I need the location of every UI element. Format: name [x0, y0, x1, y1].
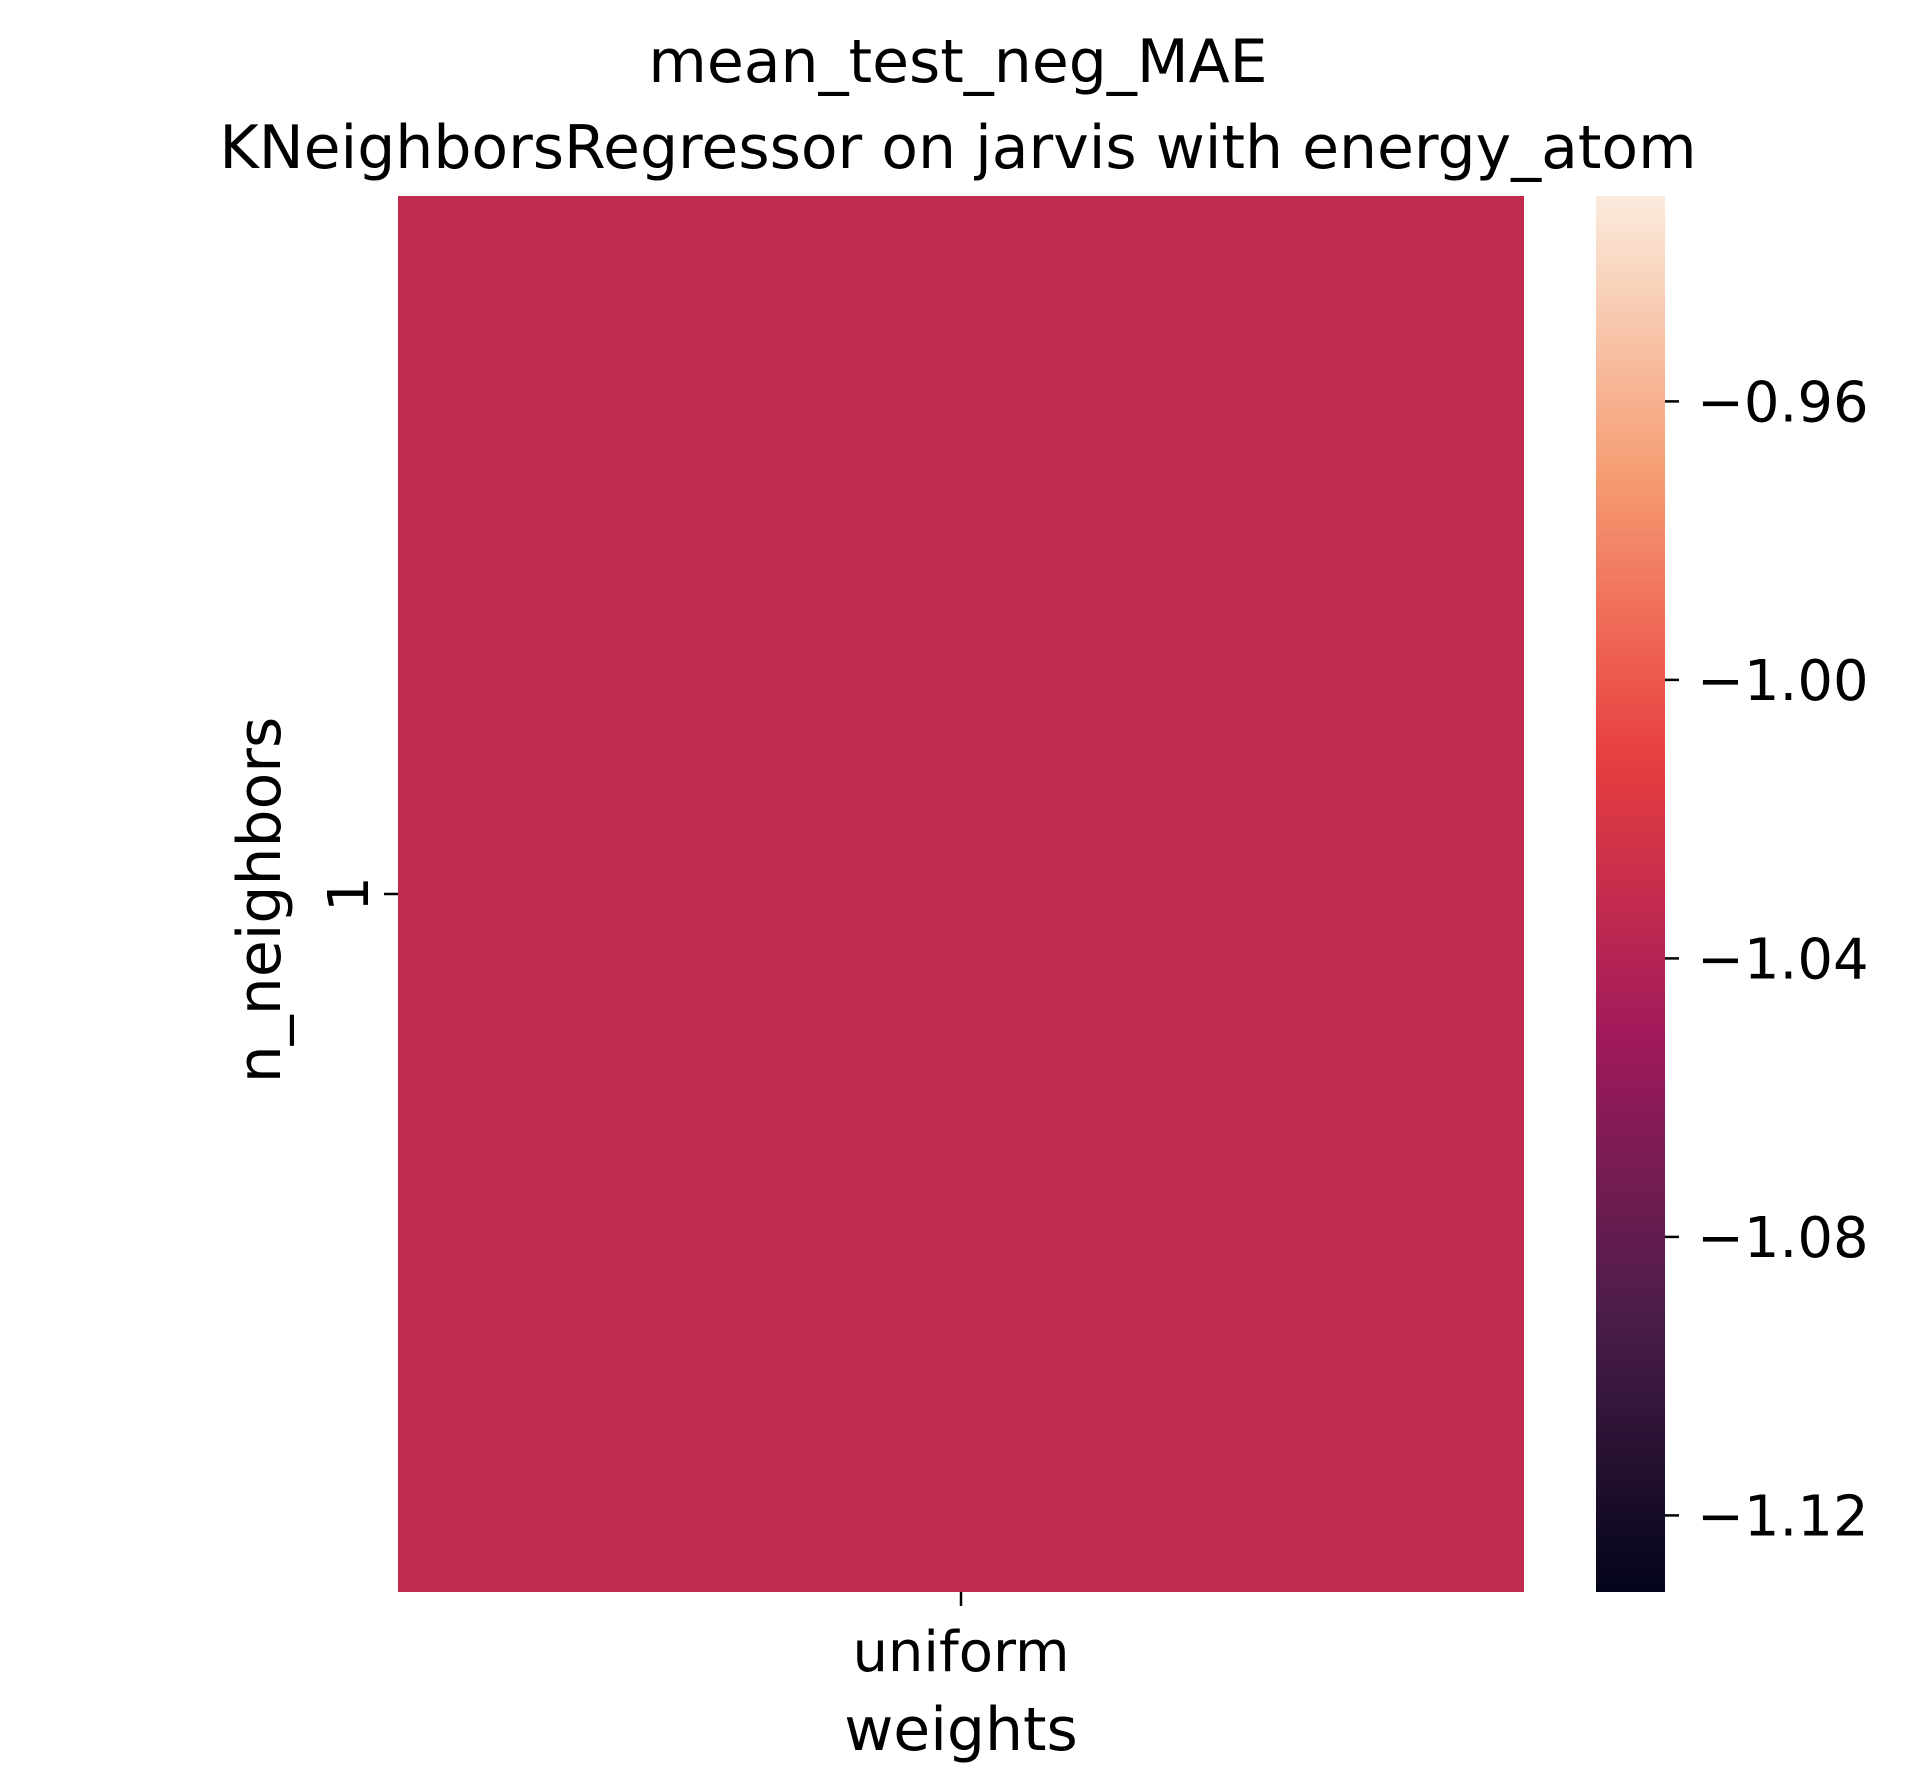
colorbar-tick-label: −1.08	[1697, 1206, 1869, 1271]
y-axis-label: n_neighbors	[225, 717, 295, 1083]
heatmap-plot-area: uniform 1	[317, 196, 1524, 1685]
colorbar: −0.96 −1.00 −1.04 −1.08 −1.12	[1596, 196, 1869, 1592]
x-tick-label: uniform	[852, 1620, 1069, 1685]
colorbar-tick-label: −1.12	[1697, 1484, 1869, 1549]
colorbar-tick-label: −1.04	[1697, 927, 1869, 992]
colorbar-gradient	[1596, 196, 1665, 1592]
chart-title-line-2: KNeighborsRegressor on jarvis with energ…	[219, 113, 1696, 183]
chart-title-line-1: mean_test_neg_MAE	[648, 27, 1267, 97]
heatmap-cell	[398, 196, 1524, 1592]
x-axis-label: weights	[844, 1695, 1078, 1765]
colorbar-tick-label: −1.00	[1697, 649, 1869, 714]
y-tick-label: 1	[317, 876, 382, 912]
colorbar-tick-label: −0.96	[1697, 370, 1869, 435]
